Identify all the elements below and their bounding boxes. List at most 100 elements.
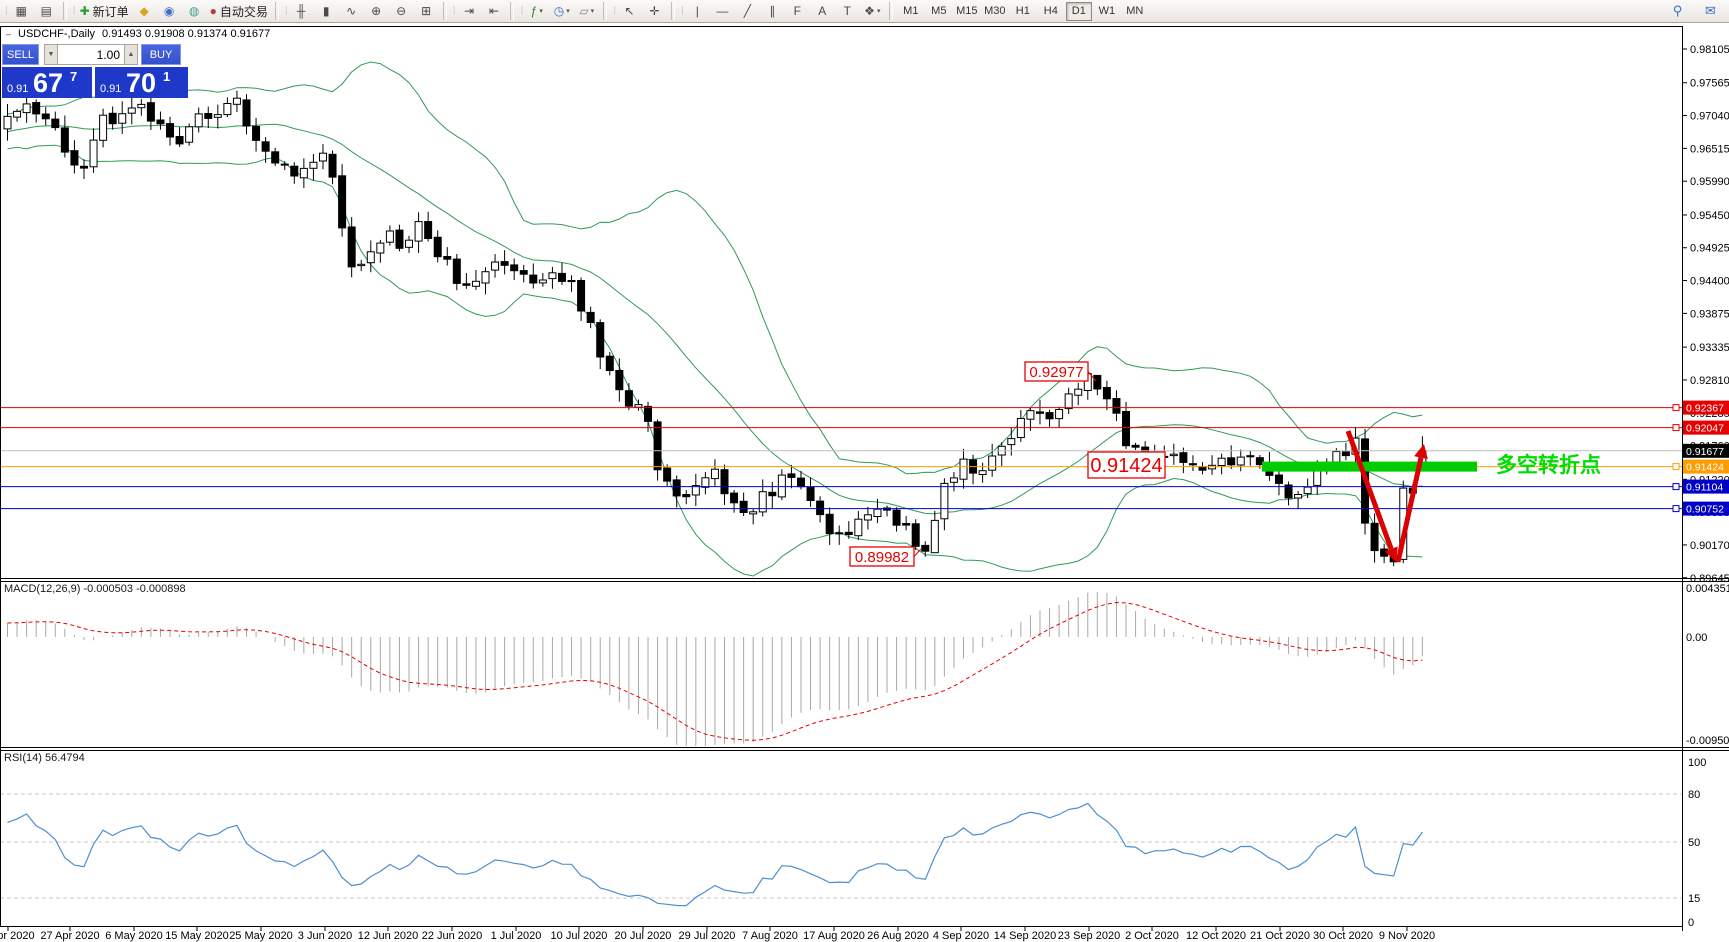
buy-price-display[interactable]: 0.91 70 1: [95, 67, 188, 98]
mql-community-icon[interactable]: ◉: [157, 1, 182, 22]
sell-price-display[interactable]: 0.91 67 7: [2, 67, 92, 98]
cursor-icon: ↖: [624, 4, 635, 18]
bear-candle: [510, 264, 519, 272]
bear-candle: [1227, 457, 1236, 466]
sell-button[interactable]: SELL: [2, 44, 39, 65]
price-callout[interactable]: 0.92977: [1024, 361, 1097, 382]
line-anchor-handle[interactable]: [1672, 424, 1680, 432]
chevron-down-icon: ▾: [539, 8, 543, 15]
rsi-axis-label: 50: [1688, 837, 1700, 849]
bear-candle: [175, 136, 184, 145]
price-axis-label: 0.98105: [1690, 44, 1729, 56]
volume-input[interactable]: [58, 44, 124, 65]
bull-candle: [1313, 470, 1322, 486]
timeframe-button-d1[interactable]: D1: [1065, 1, 1092, 21]
line-anchor-handle[interactable]: [1672, 404, 1680, 412]
bull-candle: [185, 126, 194, 143]
support-zone-bar[interactable]: [1262, 461, 1477, 472]
bull-candle: [1236, 456, 1245, 466]
bear-candle: [1112, 398, 1121, 414]
bear-candle: [720, 469, 729, 495]
chart-canvas[interactable]: 0.92977 0.91424 0.89982 多空转折点 0.98105 0.97565…: [0, 23, 1729, 942]
pivot-note-text[interactable]: 多空转折点: [1496, 453, 1601, 477]
line-anchor-handle[interactable]: [1672, 505, 1680, 513]
chart-window-icon[interactable]: ▦: [9, 1, 34, 22]
webinar-icon[interactable]: ◍: [182, 1, 207, 22]
bear-candle: [596, 322, 605, 358]
toolbar-grip: ⁞: [72, 5, 76, 17]
templates-icon[interactable]: ▱ ▾: [574, 1, 599, 22]
fibonacci-icon[interactable]: F: [785, 1, 810, 22]
bear-candle: [166, 123, 175, 138]
horizontal-line-icon[interactable]: —: [710, 1, 735, 22]
svg-text:0.92047: 0.92047: [1686, 423, 1724, 435]
timeframe-button-h4[interactable]: H4: [1043, 5, 1058, 17]
timeframe-button-m15[interactable]: M15: [956, 5, 978, 17]
add-indicator-icon[interactable]: ƒ ▾: [524, 1, 549, 22]
search-icon[interactable]: ⚲: [1665, 1, 1690, 22]
bull-candle: [538, 279, 547, 284]
line-anchor-handle[interactable]: [1672, 483, 1680, 491]
line-anchor-handle[interactable]: [1672, 463, 1680, 471]
chart-window[interactable]: 0.92977 0.91424 0.89982 多空转折点 0.98105 0.97565…: [0, 23, 1729, 942]
timeframe-button-h1[interactable]: H1: [1015, 5, 1030, 17]
volume-up-button[interactable]: ▲: [124, 44, 138, 65]
bull-candle: [1074, 388, 1083, 396]
equidistant-channel-icon[interactable]: ∥: [760, 1, 785, 22]
chart-shift-icon[interactable]: ⇥: [456, 1, 481, 22]
candlestick-chart-icon[interactable]: ▮: [314, 1, 339, 22]
bear-candle: [280, 163, 289, 166]
toolbar: ⁞ ▦ ▤ ⁞ ✚ 新订单 ◆ ◉ ◍ ● 自动交易 ⁞ ╫ ▮ ∿ ⊕ ⊖ ⊞ ⁞ ⇥ ⇤ ⁞ ƒ ▾ ◷ ▾ ▱ ▾ ⁞ ↖ ✛ ⁞ | — ╱…: [0, 0, 1729, 23]
price-badge: 0.90752: [1683, 501, 1729, 516]
timeframe-button-mn[interactable]: MN: [1126, 5, 1144, 17]
bear-candle: [462, 283, 471, 286]
svg-text:0.89982: 0.89982: [855, 549, 909, 566]
toolbar-right: ⚲ ✉: [1665, 1, 1723, 22]
auto-scroll-icon[interactable]: ⇤: [481, 1, 506, 22]
vertical-line-icon[interactable]: |: [685, 1, 710, 22]
arrows-icon[interactable]: ❖ ▾: [860, 1, 885, 22]
crosshair-icon: ✛: [649, 4, 660, 18]
periods-icon[interactable]: ◷ ▾: [549, 1, 574, 22]
bull-candle: [1303, 486, 1312, 495]
autotrading-icon[interactable]: ● 自动交易: [207, 1, 271, 22]
horizontal-line-icon: —: [716, 4, 729, 18]
trendline-icon[interactable]: ╱: [735, 1, 760, 22]
cursor-icon[interactable]: ↖: [617, 1, 642, 22]
price-axis-label: 0.92810: [1690, 375, 1729, 387]
buy-button[interactable]: BUY: [141, 44, 181, 65]
timeframe-button-m5[interactable]: M5: [931, 5, 947, 17]
new-order-icon[interactable]: ✚ 新订单: [77, 1, 132, 22]
sell-price-big: 67: [33, 68, 64, 98]
down-arrow[interactable]: [1345, 430, 1398, 562]
timeframe-button-w1[interactable]: W1: [1098, 5, 1116, 17]
chevron-down-icon: ▾: [876, 8, 881, 15]
timeframe-button-m30[interactable]: M30: [984, 5, 1006, 17]
rsi-axis-label: 0: [1688, 917, 1694, 929]
price-callout[interactable]: 0.89982: [849, 546, 922, 567]
crosshair-icon[interactable]: ✛: [642, 1, 667, 22]
deposit-icon[interactable]: ◆: [132, 1, 157, 22]
bear-candle: [557, 272, 566, 282]
timeframe-button-m1[interactable]: M1: [903, 5, 919, 17]
zoom-out-icon[interactable]: ⊖: [389, 1, 414, 22]
chat-icon[interactable]: ✉: [1698, 1, 1723, 22]
data-window-icon[interactable]: ▤: [34, 1, 59, 22]
zoom-in-icon[interactable]: ⊕: [364, 1, 389, 22]
bull-candle: [318, 152, 327, 162]
bear-candle: [605, 355, 614, 372]
bear-candle: [615, 370, 624, 391]
volume-down-button[interactable]: ▼: [44, 44, 58, 65]
bear-candle: [500, 261, 509, 266]
one-click-trading-panel: SELL ▼ ▲ BUY 0.91 67 7 0.91 70 1: [2, 44, 190, 98]
text-label-icon[interactable]: T: [835, 1, 860, 22]
price-callout[interactable]: 0.91424: [1087, 451, 1166, 479]
up-arrow[interactable]: [1395, 444, 1428, 563]
bar-chart-icon[interactable]: ╫: [289, 1, 314, 22]
bear-candle: [1188, 463, 1197, 466]
tile-windows-icon[interactable]: ⊞: [414, 1, 439, 22]
line-chart-icon[interactable]: ∿: [339, 1, 364, 22]
bear-candle: [443, 256, 452, 260]
text-icon[interactable]: A: [810, 1, 835, 22]
bear-candle: [51, 118, 60, 129]
